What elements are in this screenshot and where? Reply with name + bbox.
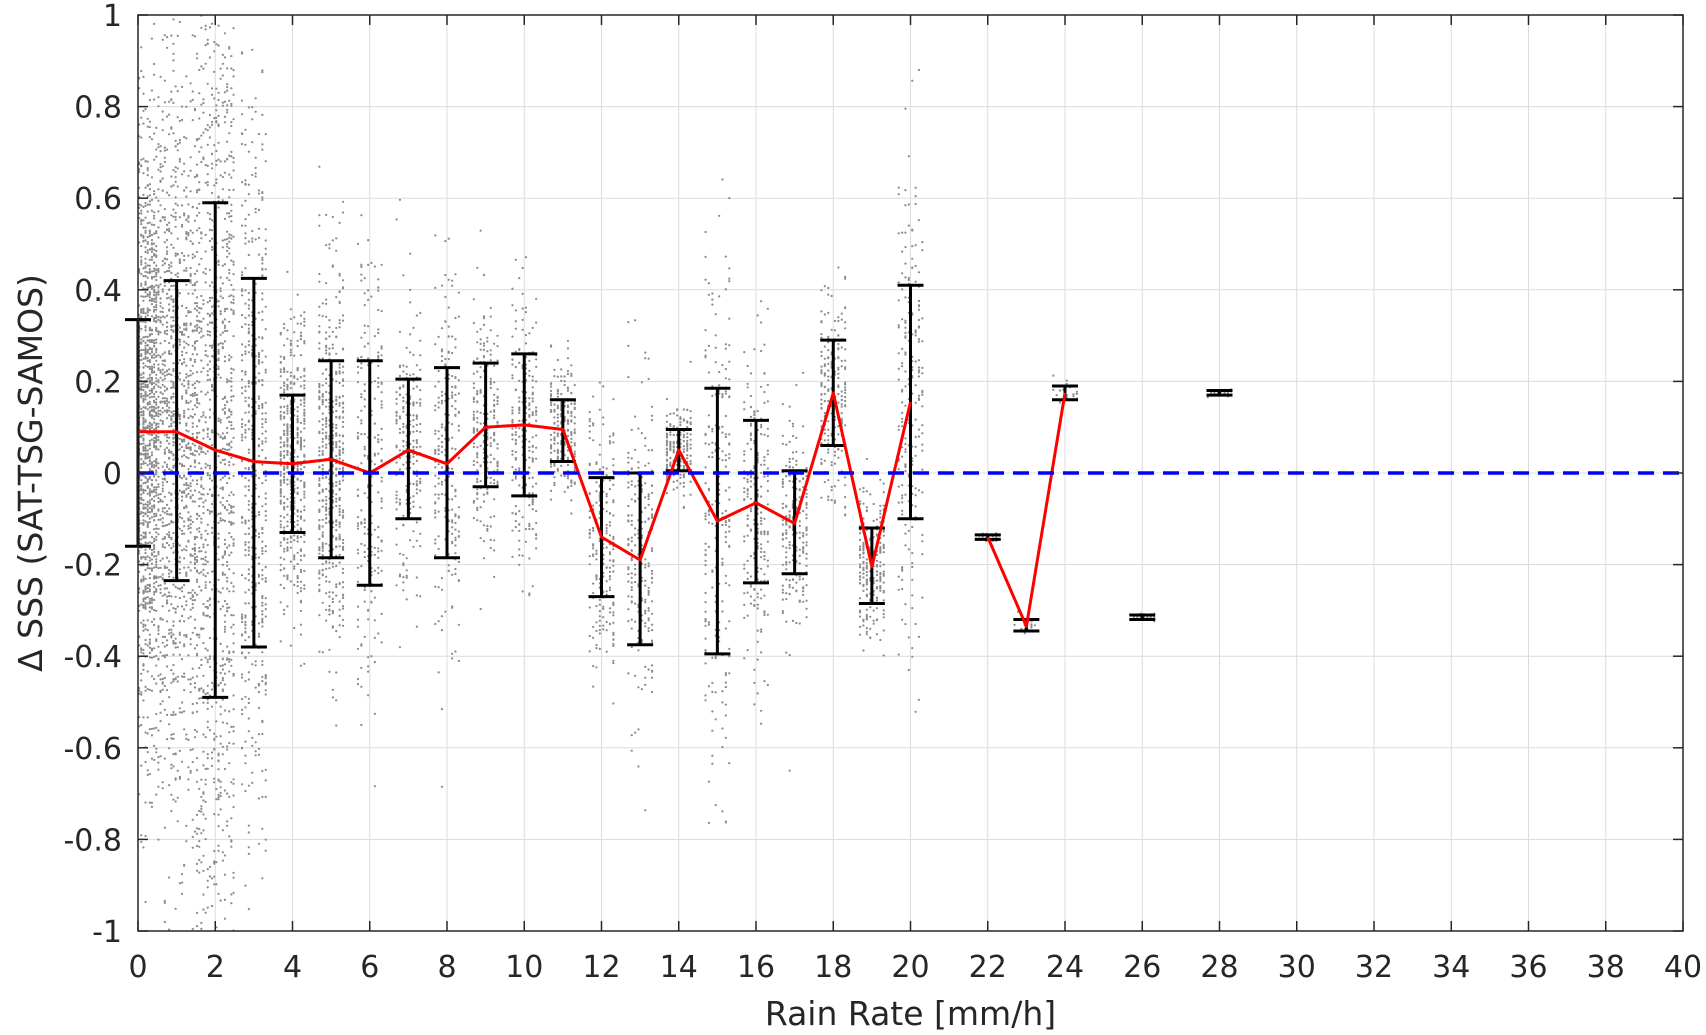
x-tick-label: 4 [283,950,302,985]
x-tick-label: 24 [1046,950,1084,985]
y-tick-label: -0.8 [63,823,122,858]
x-axis-label: Rain Rate [mm/h] [765,994,1056,1033]
x-tick-label: 6 [360,950,379,985]
error-bar [1129,613,1156,622]
x-tick-label: 40 [1664,950,1702,985]
y-tick-label: -1 [92,915,122,950]
mean-line [138,391,912,569]
x-tick-label: 34 [1432,950,1470,985]
x-tick-label: 10 [505,950,543,985]
tick-layer: 0 2 4 6 8 10 12 14 16 18 20 22 24 26 28 30 32 34 36 38 4010.… [63,0,1702,985]
x-tick-label: 22 [969,950,1007,985]
x-tick-label: 26 [1123,950,1161,985]
mean-layer [138,391,1067,628]
x-tick-label: 28 [1200,950,1238,985]
x-tick-label: 32 [1355,950,1393,985]
x-tick-label: 0 [128,950,147,985]
y-tick-label: -0.2 [63,549,122,584]
x-tick-label: 16 [737,950,775,985]
mean-line [986,392,1067,628]
error-bar [1206,389,1233,397]
x-tick-label: 2 [206,950,225,985]
y-tick-label: 1 [103,0,122,34]
x-tick-label: 8 [437,950,456,985]
y-axis-label: Δ SSS (SAT-TSG-SAMOS) [11,274,50,672]
y-tick-label: 0.6 [74,182,122,217]
x-tick-label: 38 [1587,950,1625,985]
y-tick-label: 0.4 [74,274,122,309]
y-tick-label: 0 [103,457,122,492]
x-tick-label: 36 [1509,950,1547,985]
y-tick-label: 0.2 [74,365,122,400]
y-tick-label: 0.8 [74,91,122,126]
x-tick-label: 30 [1278,950,1316,985]
axes-layer [137,14,1684,932]
x-tick-label: 20 [891,950,929,985]
x-tick-label: 12 [582,950,620,985]
x-tick-label: 14 [660,950,698,985]
error-bar [472,361,499,489]
x-tick-label: 18 [814,950,852,985]
y-tick-label: -0.6 [63,732,122,767]
y-tick-label: -0.4 [63,640,122,675]
